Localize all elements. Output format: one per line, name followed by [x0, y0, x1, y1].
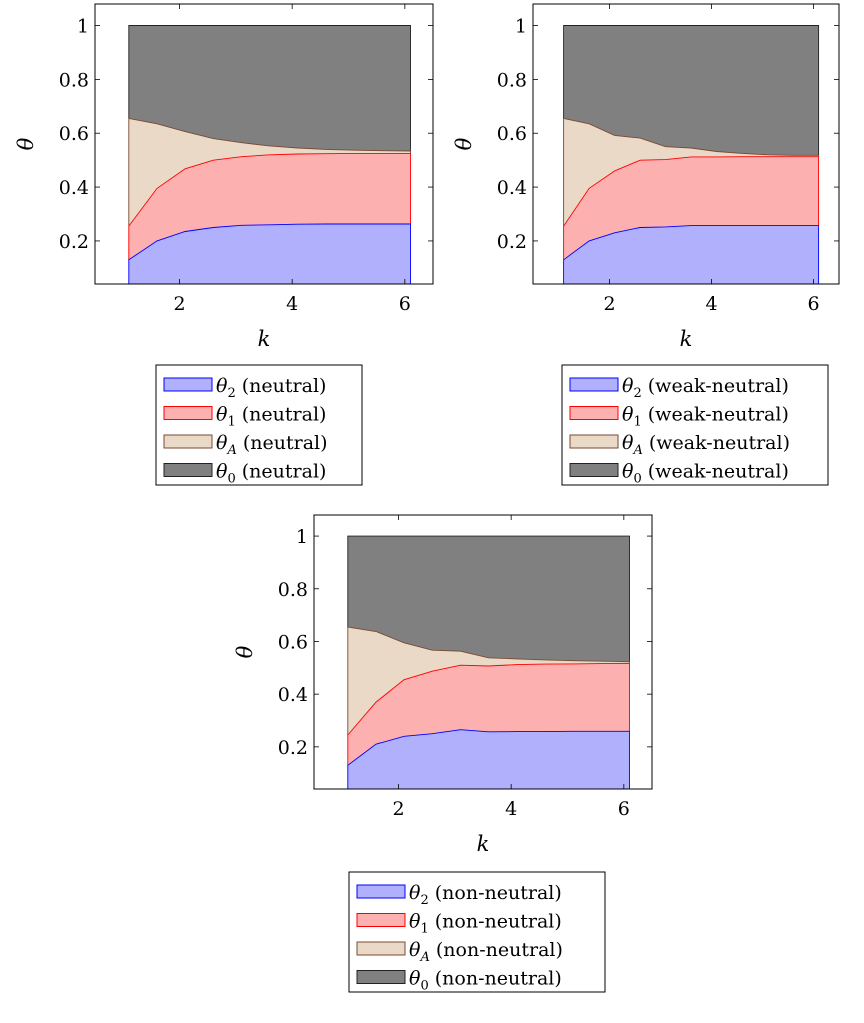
line-thetaA [563, 117, 820, 227]
area-theta0 [563, 25, 819, 156]
chart-neutral: 2 4 6 0.2 0.4 0.6 0.8 1 k θ θ2 (neutral) θ1 (neutra… [14, 3, 434, 487]
x-tick-label: 4 [286, 293, 298, 315]
legend-swatch-theta0 [356, 970, 406, 984]
legend-entry-theta2: θ2 (weak-neutral) [622, 375, 789, 401]
legend-entry-theta1: θ1 (weak-neutral) [622, 404, 789, 430]
y-tick-label: 0.2 [59, 231, 89, 253]
line-theta0 [128, 25, 411, 151]
area-theta2 [128, 224, 411, 284]
legend-entry-thetaA: θA (non-neutral) [409, 939, 563, 965]
legend-swatch-thetaA [163, 434, 213, 449]
y-tick-label: 0.2 [497, 231, 527, 253]
y-tick-label: 0.4 [59, 177, 89, 199]
line-thetaA [128, 117, 411, 227]
legend-entry-theta0: θ0 (non-neutral) [409, 968, 562, 994]
x-axis-label: k [477, 832, 490, 856]
y-tick-label: 0.6 [59, 123, 89, 145]
x-tick-label: 6 [618, 798, 630, 820]
legend-entry-theta0: θ0 (neutral) [216, 461, 326, 487]
area-theta2 [347, 729, 630, 789]
line-theta1 [563, 156, 820, 260]
area-thetaA [563, 118, 819, 227]
legend-swatch-theta0 [163, 463, 213, 477]
legend: θ2 (non-neutral) θ1 (non-neutral)θA (non-… [348, 871, 606, 994]
legend-swatch-theta1 [163, 406, 213, 420]
y-tick-label: 0.8 [497, 69, 527, 91]
x-axis-label: k [258, 327, 271, 351]
y-tick-label: 0.6 [497, 123, 527, 145]
x-tick-label: 4 [505, 798, 517, 820]
area-theta1 [347, 663, 630, 766]
area-theta1 [128, 153, 411, 260]
area-theta0 [347, 536, 630, 662]
legend-swatch-thetaA [356, 941, 406, 956]
y-tick-label: 0.2 [278, 737, 308, 759]
line-theta2 [128, 223, 411, 284]
area-theta1 [563, 156, 819, 260]
x-tick-label: 2 [603, 293, 615, 315]
area-thetaA [128, 118, 411, 227]
line-theta0 [563, 25, 820, 156]
y-tick-label: 0.4 [278, 684, 308, 706]
line-theta2 [347, 729, 630, 789]
legend-entry-theta1: θ1 (neutral) [216, 404, 326, 430]
area-theta2 [563, 225, 819, 284]
legend: θ2 (neutral) θ1 (neutral)θA (neutral) θ0 (… [155, 364, 363, 487]
y-tick-label: 0.8 [59, 69, 89, 91]
y-tick-label: 0.4 [497, 177, 527, 199]
chart-weak-neutral: 2 4 6 0.2 0.4 0.6 0.8 1 k θ θ2 (weak-neutral) θ1 (w… [452, 3, 840, 487]
legend-entry-thetaA: θA (neutral) [216, 432, 328, 458]
plot-frame [532, 3, 840, 285]
y-tick-label: 0.6 [278, 631, 308, 653]
plot-frame [94, 3, 434, 285]
plot-frame [313, 514, 653, 790]
area-theta0 [128, 25, 411, 151]
area-thetaA [347, 627, 630, 735]
x-tick-label: 2 [173, 293, 185, 315]
y-tick-label: 1 [296, 526, 308, 548]
legend-swatch-theta1 [569, 406, 619, 420]
legend-entry-thetaA: θA (weak-neutral) [622, 432, 790, 458]
x-tick-label: 6 [399, 293, 411, 315]
legend-entry-theta0: θ0 (weak-neutral) [622, 461, 789, 487]
x-tick-label: 6 [807, 293, 819, 315]
legend-swatch-theta2 [356, 884, 406, 899]
legend-entry-theta2: θ2 (neutral) [216, 375, 326, 401]
line-theta2 [563, 225, 820, 284]
line-theta1 [128, 152, 411, 260]
y-axis-label: θ [452, 137, 476, 150]
y-tick-label: 1 [77, 16, 89, 38]
legend-swatch-theta1 [356, 913, 406, 927]
x-axis-label: k [680, 327, 693, 351]
y-axis-label: θ [14, 137, 38, 150]
line-thetaA [347, 626, 630, 735]
legend-entry-theta2: θ2 (non-neutral) [409, 882, 562, 908]
y-tick-label: 1 [515, 16, 527, 38]
y-tick-label: 0.8 [278, 579, 308, 601]
line-theta1 [347, 662, 630, 766]
legend-swatch-theta0 [569, 463, 619, 477]
chart-non-neutral: 2 4 6 0.2 0.4 0.6 0.8 1 k θ θ2 (non-neutral) θ1 (no… [233, 514, 653, 994]
x-tick-label: 2 [392, 798, 404, 820]
x-tick-label: 4 [705, 293, 717, 315]
legend-swatch-theta2 [163, 377, 213, 392]
legend-swatch-thetaA [569, 434, 619, 449]
y-axis-label: θ [233, 645, 257, 658]
legend: θ2 (weak-neutral) θ1 (weak-neutral)θA (we… [561, 364, 829, 487]
line-theta0 [347, 535, 630, 662]
legend-swatch-theta2 [569, 377, 619, 392]
legend-entry-theta1: θ1 (non-neutral) [409, 911, 562, 937]
